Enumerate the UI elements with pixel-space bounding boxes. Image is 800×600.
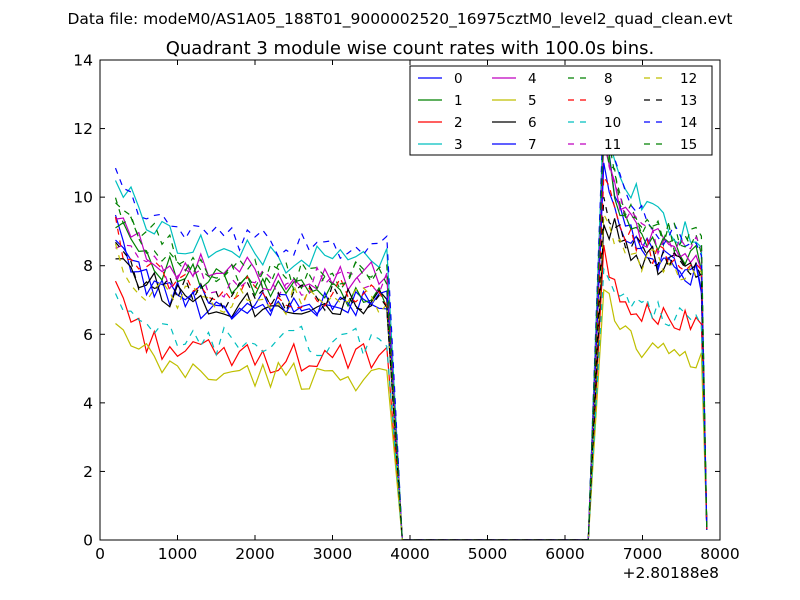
series-line-12	[114, 212, 708, 540]
x-tick-label: 5000	[468, 545, 507, 563]
series-line-14	[114, 100, 708, 540]
y-tick-label: 6	[83, 326, 93, 344]
series-layer	[114, 100, 708, 540]
series-line-4	[115, 142, 708, 540]
x-tick-label: 2000	[235, 545, 274, 563]
legend-label-2: 2	[454, 115, 463, 131]
legend-label-6: 6	[528, 115, 537, 131]
x-tick-label: 0	[95, 545, 105, 563]
y-tick-label: 12	[73, 120, 93, 138]
series-line-8	[115, 121, 708, 540]
legend-label-9: 9	[604, 93, 613, 109]
legend-label-12: 12	[680, 71, 697, 87]
legend-label-0: 0	[454, 71, 463, 87]
series-line-11	[115, 131, 708, 540]
x-tick-label: 3000	[313, 545, 352, 563]
legend-label-11: 11	[604, 137, 621, 153]
legend-label-1: 1	[454, 93, 463, 109]
series-line-6	[115, 218, 708, 540]
legend-label-8: 8	[604, 71, 613, 87]
legend-label-3: 3	[454, 137, 463, 153]
series-line-3	[114, 107, 708, 540]
series-line-9	[114, 174, 708, 540]
chart-title: Quadrant 3 module wise count rates with …	[166, 38, 655, 59]
x-tick-label: 1000	[158, 545, 197, 563]
series-line-5	[115, 288, 708, 540]
x-tick-label: 4000	[390, 545, 429, 563]
x-tick-label: 6000	[545, 545, 584, 563]
series-line-2	[114, 245, 708, 540]
y-tick-label: 8	[83, 257, 93, 275]
x-tick-label: 8000	[700, 545, 739, 563]
legend-frame	[409, 65, 713, 156]
series-line-13	[115, 196, 708, 540]
ticks-layer: 0 1000 2000 3000 4000 5000 6000 7000 80000246810…	[73, 52, 739, 564]
y-tick-label: 0	[83, 532, 93, 550]
legend-label-7: 7	[528, 137, 537, 153]
x-offset-label: +2.80188e8	[623, 564, 719, 582]
legend-label-10: 10	[604, 115, 621, 131]
y-tick-label: 14	[73, 52, 93, 70]
series-line-7	[115, 162, 708, 540]
legend-label-14: 14	[680, 115, 697, 131]
figure-suptitle: Data file: modeM0/AS1A05_188T01_90000025…	[67, 10, 732, 29]
legend-label-4: 4	[528, 71, 537, 87]
legend-label-15: 15	[680, 137, 697, 153]
y-tick-label: 4	[83, 394, 93, 412]
y-tick-label: 2	[83, 463, 93, 481]
series-line-10	[114, 266, 708, 540]
legend-label-13: 13	[680, 93, 697, 109]
y-tick-label: 10	[73, 189, 93, 207]
legend-label-5: 5	[528, 93, 537, 109]
x-tick-label: 7000	[623, 545, 662, 563]
